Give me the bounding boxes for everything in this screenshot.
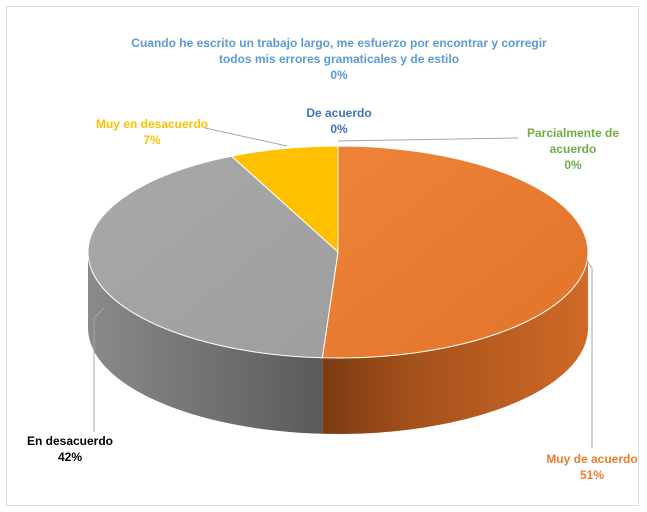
leader-line-4 [337,137,519,142]
leader-line-1 [93,307,105,432]
pie-slice-1 [87,155,339,359]
data-label-0: Muy de acuerdo 51% [546,452,637,482]
pie-side-0 [322,252,588,434]
data-label-1: En desacuerdo 42% [27,434,113,464]
data-label-3: De acuerdo 0% [306,106,371,136]
pie-slice-2 [230,145,339,254]
data-label-5: Cuando he escrito un trabajo largo, me e… [131,36,547,82]
pie-side-1 [88,252,323,434]
pie-slice-0 [321,145,589,359]
data-label-2: Muy en desacuerdo 7% [96,117,208,147]
leader-line-0 [584,257,593,448]
data-label-4: Parcialmente de acuerdo 0% [527,126,619,172]
leader-line-2 [204,127,288,147]
